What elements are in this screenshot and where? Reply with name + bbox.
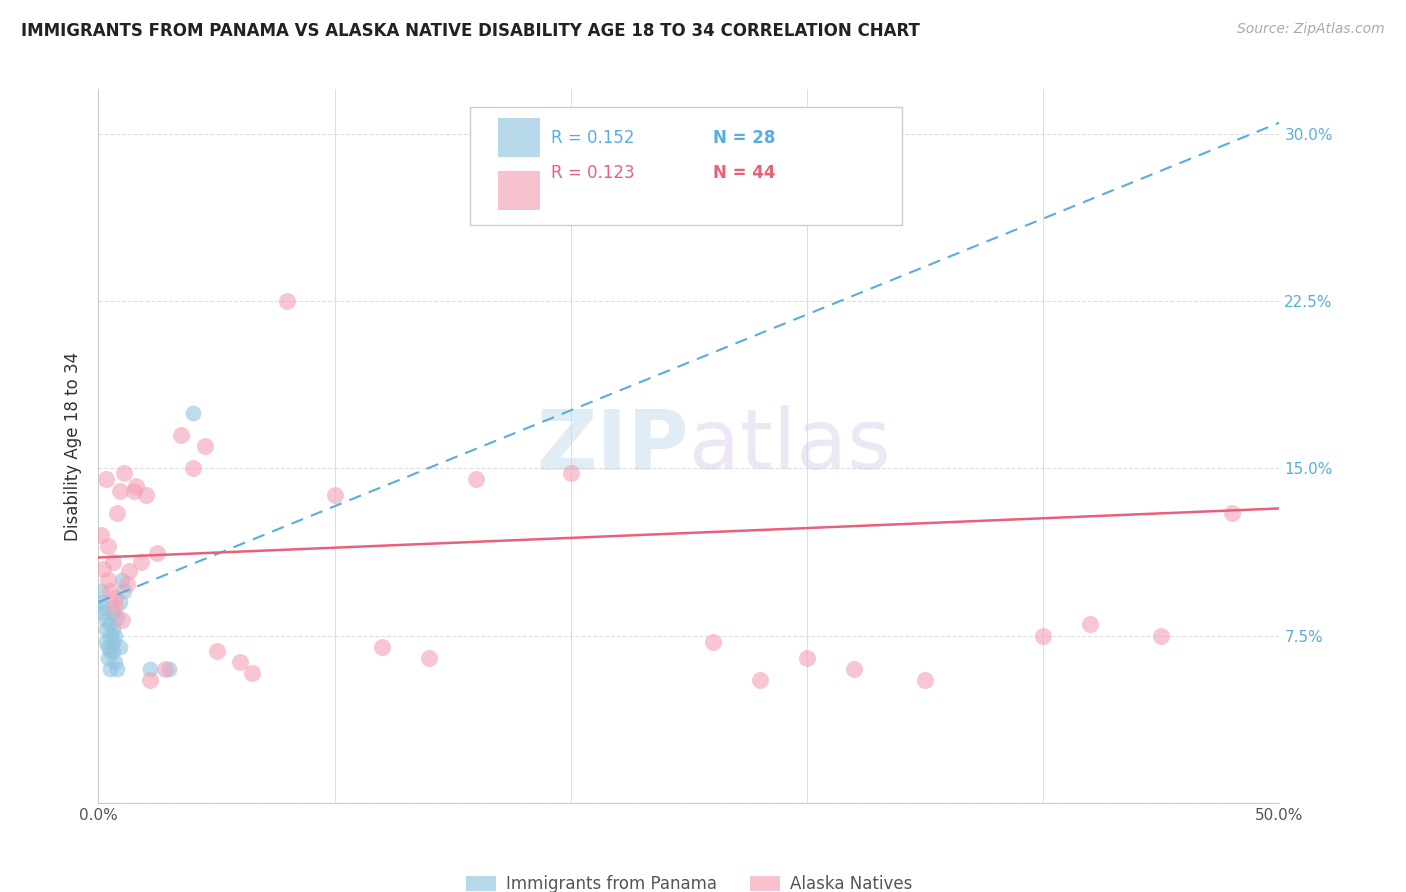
- Point: [98, 617, 121, 632]
- Point: [101, 622, 124, 636]
- Point: [90, 595, 112, 609]
- Point: [678, 161, 700, 175]
- Point: [108, 595, 131, 609]
- Point: [371, 640, 394, 654]
- Point: [104, 599, 127, 614]
- Point: [105, 506, 128, 520]
- Point: [229, 655, 252, 669]
- Point: [181, 405, 204, 420]
- Text: N = 44: N = 44: [713, 164, 775, 182]
- Point: [323, 488, 346, 502]
- Point: [94, 635, 117, 649]
- Point: [1080, 617, 1102, 632]
- Legend: Immigrants from Panama, Alaska Natives: Immigrants from Panama, Alaska Natives: [458, 868, 920, 892]
- Point: [125, 479, 148, 493]
- Text: IMMIGRANTS FROM PANAMA VS ALASKA NATIVE DISABILITY AGE 18 TO 34 CORRELATION CHAR: IMMIGRANTS FROM PANAMA VS ALASKA NATIVE …: [21, 22, 920, 40]
- Point: [104, 628, 127, 642]
- Point: [205, 644, 228, 658]
- Point: [91, 562, 114, 576]
- Point: [118, 564, 141, 578]
- Point: [748, 673, 770, 687]
- Text: R = 0.123: R = 0.123: [551, 164, 634, 182]
- FancyBboxPatch shape: [498, 119, 540, 157]
- Point: [157, 662, 180, 676]
- Point: [97, 539, 120, 553]
- Text: ZIP: ZIP: [537, 406, 689, 486]
- Point: [104, 655, 127, 669]
- Point: [108, 640, 131, 654]
- Point: [112, 466, 135, 480]
- Point: [139, 662, 162, 676]
- Point: [97, 640, 120, 654]
- Point: [111, 573, 134, 587]
- Point: [90, 583, 112, 598]
- Point: [153, 662, 176, 676]
- FancyBboxPatch shape: [471, 107, 901, 225]
- Text: R = 0.152: R = 0.152: [551, 128, 634, 146]
- Point: [170, 427, 193, 442]
- Point: [1032, 628, 1054, 642]
- Point: [101, 607, 124, 621]
- FancyBboxPatch shape: [498, 171, 540, 210]
- Point: [135, 488, 157, 502]
- Point: [94, 622, 117, 636]
- Point: [139, 673, 162, 687]
- Point: [276, 293, 298, 308]
- Point: [97, 573, 120, 587]
- Point: [94, 613, 117, 627]
- Point: [181, 461, 204, 475]
- Point: [91, 607, 114, 621]
- Point: [240, 666, 263, 681]
- Point: [98, 583, 121, 598]
- Point: [465, 473, 488, 487]
- Point: [1220, 506, 1243, 520]
- Point: [97, 651, 120, 665]
- Point: [90, 528, 112, 542]
- Point: [111, 613, 134, 627]
- Point: [105, 662, 128, 676]
- Point: [702, 635, 724, 649]
- Point: [101, 555, 124, 569]
- Point: [560, 466, 582, 480]
- Point: [104, 591, 127, 605]
- Text: Source: ZipAtlas.com: Source: ZipAtlas.com: [1237, 22, 1385, 37]
- Point: [129, 555, 152, 569]
- Point: [108, 483, 131, 498]
- Point: [98, 662, 121, 676]
- Text: N = 28: N = 28: [713, 128, 775, 146]
- Point: [914, 673, 936, 687]
- Point: [115, 577, 138, 591]
- Point: [796, 651, 818, 665]
- Point: [112, 583, 135, 598]
- Point: [105, 610, 128, 624]
- Point: [98, 628, 121, 642]
- Point: [844, 662, 866, 676]
- Point: [194, 439, 217, 453]
- Point: [98, 644, 121, 658]
- Point: [94, 473, 117, 487]
- Point: [418, 651, 440, 665]
- Point: [146, 546, 169, 560]
- Point: [1150, 628, 1173, 642]
- Point: [101, 644, 124, 658]
- Point: [101, 635, 124, 649]
- Text: atlas: atlas: [689, 406, 890, 486]
- Point: [91, 599, 114, 614]
- Point: [122, 483, 145, 498]
- Y-axis label: Disability Age 18 to 34: Disability Age 18 to 34: [65, 351, 83, 541]
